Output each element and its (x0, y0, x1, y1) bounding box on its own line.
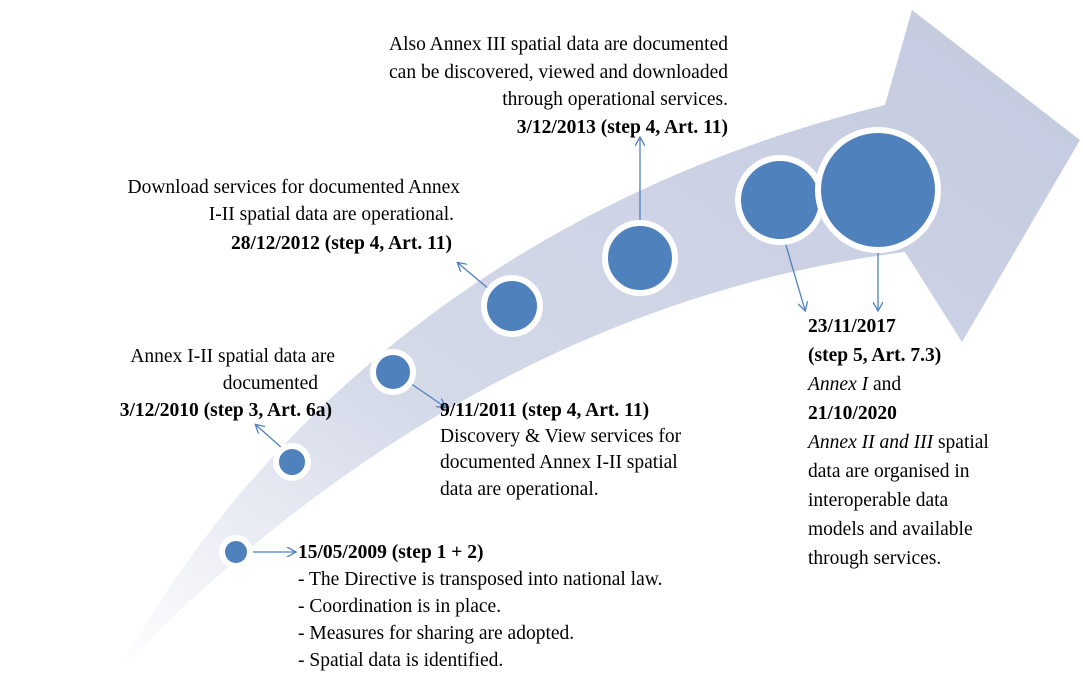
milestone-date: 9/11/2011 (step 4, Art. 11) (440, 400, 649, 421)
milestone-text: through operational services. (502, 89, 728, 110)
milestone-text: - The Directive is transposed into natio… (298, 569, 662, 590)
milestone-date: 21/10/2020 (808, 403, 897, 424)
milestone-text: interoperable data (808, 490, 949, 511)
milestone-text: - Coordination is in place. (298, 596, 501, 617)
milestone-text: spatial (933, 432, 989, 453)
milestone-text: documented Annex I-II spatial (440, 452, 678, 473)
connectors (250, 138, 878, 552)
milestone-text: - Measures for sharing are adopted. (298, 623, 574, 644)
milestone-text: can be discovered, viewed and downloaded (389, 62, 728, 83)
milestone-text: data are operational. (440, 479, 599, 500)
milestone-date: 28/12/2012 (step 4, Art. 11) (231, 233, 452, 254)
milestone-text: and (868, 374, 901, 395)
dot (273, 443, 311, 481)
milestone-line: Annex II and III spatial (806, 432, 989, 453)
milestone-text: models and available (808, 519, 973, 540)
milestone-text: data are organised in (808, 461, 970, 482)
dot (602, 220, 678, 296)
milestone-text: - Spatial data is identified. (298, 650, 503, 671)
annex-label: Annex I (806, 374, 870, 395)
milestone-line: Annex I and (806, 374, 901, 395)
annex-label: Annex II and III (806, 432, 935, 453)
connector (409, 382, 445, 407)
milestone-date: 15/05/2009 (step 1 + 2) (298, 542, 484, 563)
dot (735, 155, 825, 245)
milestone-date: 3/12/2010 (step 3, Art. 6a) (120, 400, 332, 421)
milestone-text: Also Annex III spatial data are document… (389, 34, 728, 55)
milestone-text: Discovery & View services for (440, 426, 682, 447)
milestone-text: documented (223, 373, 319, 394)
connector (256, 425, 283, 449)
milestone-dots (219, 127, 941, 569)
milestone-date: 23/11/2017 (808, 316, 896, 337)
connector (784, 241, 805, 310)
milestone-step: (step 5, Art. 7.3) (808, 345, 941, 366)
dot (481, 275, 543, 337)
milestone-text: through services. (808, 548, 941, 569)
milestone-text: I-II spatial data are operational. (209, 204, 454, 225)
milestone-text: Download services for documented Annex (128, 177, 461, 198)
milestone-date: 3/12/2013 (step 4, Art. 11) (517, 117, 728, 138)
milestone-text: Annex I-II spatial data are (130, 346, 335, 367)
dot (219, 535, 253, 569)
connector (458, 263, 491, 291)
dot (815, 127, 941, 253)
dot (370, 349, 416, 395)
